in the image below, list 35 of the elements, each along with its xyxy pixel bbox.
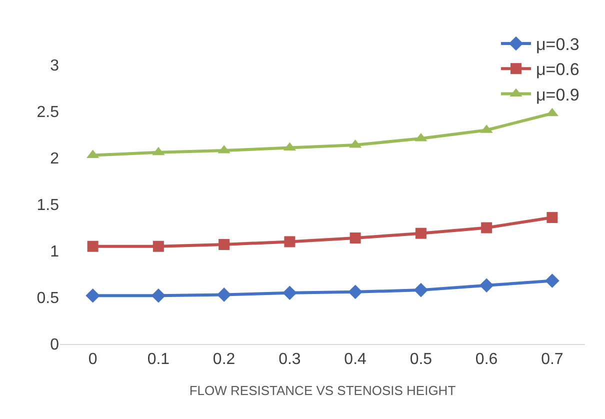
point (282, 286, 297, 300)
legend-label: μ=0.6 (536, 60, 580, 80)
point (414, 282, 428, 298)
x-tick-label: 0.3 (278, 351, 301, 368)
y-tick-label: 2.5 (36, 104, 60, 122)
point (348, 284, 362, 300)
point (87, 240, 98, 252)
legend-label: μ=0.3 (536, 35, 580, 54)
x-tick-label: 0 (88, 351, 98, 368)
y-tick-label: 3 (50, 58, 60, 75)
point (546, 212, 558, 224)
point (218, 238, 230, 250)
point (545, 274, 560, 288)
x-tick-label: 0.5 (410, 351, 432, 368)
x-tick-label: 0.4 (344, 351, 367, 368)
point (216, 288, 232, 302)
legend-label: μ=0.9 (536, 85, 580, 104)
y-tick-label: 2 (50, 150, 60, 168)
y-tick-label: 0 (50, 336, 60, 354)
y-tick-label: 1.5 (36, 197, 60, 214)
x-tick-label: 0.1 (147, 351, 170, 368)
point (350, 232, 361, 244)
x-tick-label: 0.6 (475, 351, 498, 368)
point (152, 240, 164, 252)
point (415, 228, 426, 239)
y-tick-label: 1 (50, 244, 60, 261)
point (86, 288, 100, 303)
point (479, 278, 494, 293)
x-axis-title: FLOW RESISTANCE VS STENOSIS HEIGHT (189, 382, 456, 398)
x-tick-label: 0.2 (212, 351, 236, 368)
y-tick-label: 0.5 (36, 290, 60, 308)
point (481, 222, 492, 234)
point (151, 288, 166, 303)
x-tick-label: 0.7 (541, 351, 564, 368)
point (284, 236, 296, 248)
